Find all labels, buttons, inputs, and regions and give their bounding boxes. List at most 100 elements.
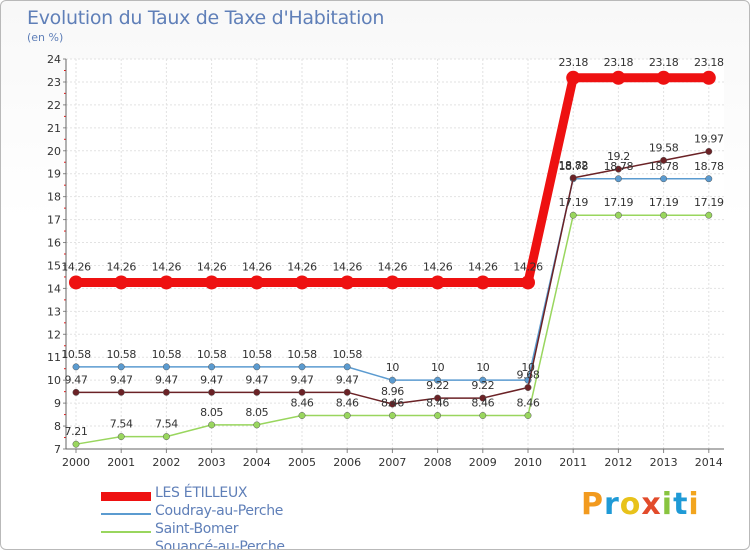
data-point [298,363,306,371]
legend-label: Saint-Bomer [155,521,239,537]
data-point [434,412,442,419]
x-tick-label: 2011 [559,456,587,469]
series-3 [72,148,713,408]
data-label: 10.58 [242,348,272,361]
logo-letter: x [641,487,662,522]
y-tick-label: 15 [47,259,61,272]
data-label: 9.68 [517,369,540,382]
logo-letter: i [661,487,674,522]
data-label: 17.19 [649,196,679,209]
data-label: 7.54 [155,418,178,431]
data-point [72,440,80,448]
legend-label: Souancé-au-Perche [155,539,285,550]
data-point [524,384,532,391]
data-label: 10.58 [197,348,227,361]
series-2 [72,211,713,448]
data-label: 10 [386,361,400,374]
data-label: 17.19 [604,196,634,209]
data-label: 8.46 [291,397,314,410]
data-label: 10 [521,361,535,374]
data-point [343,388,351,396]
proxiti-logo: Proxiti [581,487,700,522]
logo-letter: i [688,487,700,522]
data-label: 8.46 [381,397,404,410]
data-label: 9.22 [471,379,494,392]
x-tick-label: 2006 [333,456,361,469]
data-label: 18.82 [558,159,588,172]
data-label: 8.96 [381,385,404,398]
y-tick-label: 18 [47,191,61,204]
data-label: 14.26 [61,260,91,273]
data-point [566,70,581,85]
data-point [660,211,668,219]
x-tick-label: 2005 [288,456,316,469]
data-label: 14.26 [513,260,543,273]
x-tick-label: 2002 [152,456,180,469]
data-point [208,421,216,429]
y-tick-label: 20 [47,145,61,158]
y-tick-label: 12 [47,328,61,341]
data-point [479,394,487,402]
data-point [343,412,351,419]
data-label: 14.26 [332,260,362,273]
data-point [298,388,306,396]
x-tick-label: 2010 [514,456,542,469]
data-point [701,70,716,85]
data-point [434,394,442,402]
data-point [253,363,261,371]
data-point [479,412,487,419]
data-point [614,175,622,183]
data-label: 18.78 [604,160,634,173]
data-label: 9.47 [245,373,268,386]
data-label: 8.46 [471,397,494,410]
data-point [162,433,170,441]
data-point [72,388,80,396]
y-tick-label: 19 [47,168,61,181]
data-label: 8.46 [426,397,449,410]
chart-subtitle: (en %) [27,31,64,44]
data-label: 23.18 [558,56,588,69]
data-label: 14.26 [152,260,182,273]
data-label: 9.47 [65,373,88,386]
data-label: 18.78 [649,160,679,173]
data-point [204,275,219,290]
data-label: 8.46 [336,397,359,410]
y-tick-label: 7 [54,443,61,456]
data-label: 7.54 [110,418,133,431]
data-label: 19.97 [694,132,724,145]
series-0 [69,70,716,290]
data-point [295,275,309,290]
data-label: 9.47 [110,373,133,386]
data-label: 9.47 [291,373,314,386]
data-label: 8.46 [517,397,540,410]
data-point [340,275,355,290]
logo-letter: o [619,487,642,522]
y-tick-label: 23 [47,76,61,89]
data-point [388,400,396,408]
data-label: 8.05 [200,406,223,419]
data-label: 9.22 [426,379,449,392]
x-tick-label: 2007 [378,456,406,469]
legend-label: Coudray-au-Perche [155,503,284,519]
logo-letter: P [581,487,604,522]
x-tick-label: 2004 [243,456,271,469]
legend-swatch-les-etilleux [101,492,151,501]
logo-letter: r [604,487,620,522]
y-tick-label: 22 [47,99,61,112]
legend-label: LES ÉTILLEUX [155,485,248,501]
data-label: 10 [431,361,445,374]
data-point [388,412,396,419]
data-point [159,275,174,290]
data-point [705,148,713,155]
data-point [298,412,306,419]
data-point [343,363,351,371]
data-label: 14.26 [468,260,498,273]
data-point [385,275,400,290]
data-label: 14.26 [423,260,453,273]
y-tick-label: 9 [54,397,61,410]
data-label: 10.58 [152,348,182,361]
data-point [569,174,577,182]
data-label: 17.19 [694,196,724,209]
data-label: 14.26 [378,260,408,273]
